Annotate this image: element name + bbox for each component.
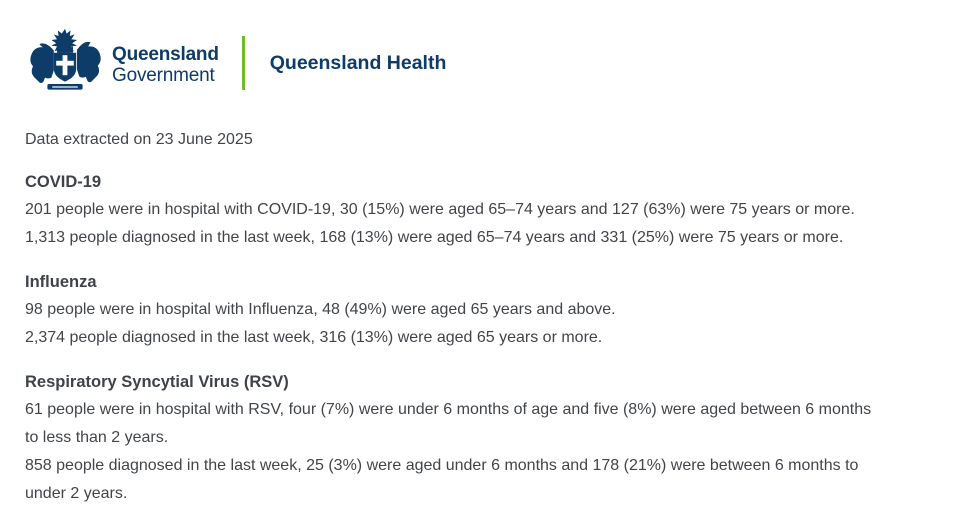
site-title: Queensland Health (269, 52, 447, 74)
section-heading-covid-19: COVID-19 (25, 173, 102, 191)
covid-diagnosed-line: 1,313 people diagnosed in the last week,… (25, 229, 844, 246)
wordmark-queensland: Queensland (112, 44, 219, 65)
queensland-coat-of-arms-icon (25, 28, 105, 92)
logo-divider (241, 36, 245, 90)
government-wordmark: Queensland Government (112, 44, 219, 86)
section-rsv: Respiratory Syncytial Virus (RSV) 61 peo… (25, 368, 942, 508)
section-heading-rsv: Respiratory Syncytial Virus (RSV) (25, 373, 289, 391)
covid-hospital-line: 201 people were in hospital with COVID-1… (25, 201, 855, 218)
influenza-diagnosed-line: 2,374 people diagnosed in the last week,… (25, 329, 603, 346)
section-heading-influenza: Influenza (25, 273, 97, 291)
influenza-hospital-line: 98 people were in hospital with Influenz… (25, 301, 616, 318)
rsv-diagnosed-line-1: 858 people diagnosed in the last week, 2… (25, 457, 859, 474)
rsv-diagnosed-line-2: under 2 years. (25, 485, 128, 502)
section-influenza: Influenza 98 people were in hospital wit… (25, 268, 942, 352)
header: Queensland Government Queensland Health (0, 0, 967, 92)
queensland-government-logo (25, 28, 105, 92)
report-content: Data extracted on 23 June 2025 COVID-19 … (25, 126, 942, 508)
extracted-date-line: Data extracted on 23 June 2025 (25, 131, 253, 148)
wordmark-government: Government (112, 65, 215, 86)
rsv-hospital-line-2: to less than 2 years. (25, 429, 169, 446)
rsv-hospital-line-1: 61 people were in hospital with RSV, fou… (25, 401, 872, 418)
section-covid-19: COVID-19 201 people were in hospital wit… (25, 168, 942, 252)
